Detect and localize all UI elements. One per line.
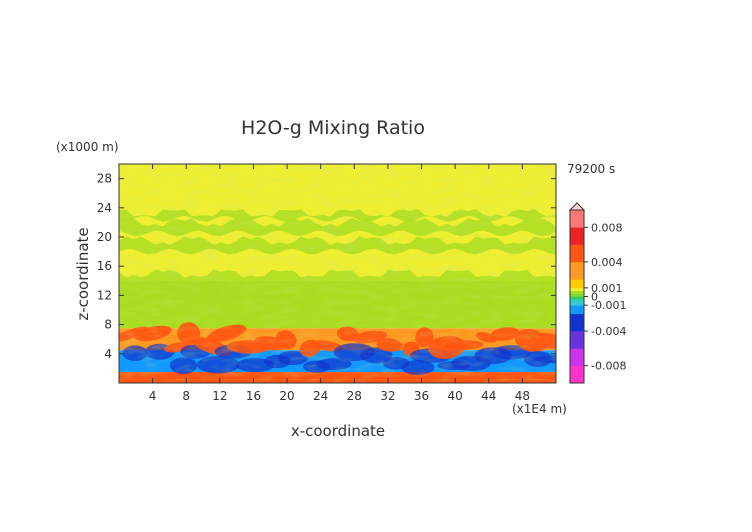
x-tick-label: 12 bbox=[212, 389, 227, 403]
colorbar-arrow bbox=[568, 202, 586, 211]
colorbar-segment bbox=[570, 362, 584, 366]
colorbar-segment bbox=[570, 336, 584, 341]
colorbar-segment bbox=[570, 267, 584, 271]
colorbar-segment bbox=[570, 371, 584, 375]
colorbar-segment bbox=[570, 290, 584, 294]
colorbar-segment bbox=[570, 342, 584, 346]
colorbar-segment bbox=[570, 313, 584, 317]
colorbar-segment bbox=[570, 296, 584, 300]
colorbar-segment bbox=[570, 310, 584, 315]
colorbar-segment bbox=[570, 325, 584, 329]
x-tick-label: 44 bbox=[481, 389, 496, 403]
x-tick-label: 20 bbox=[279, 389, 294, 403]
colorbar-segment bbox=[570, 365, 584, 369]
colorbar-segment bbox=[570, 348, 584, 352]
colorbar-segment bbox=[570, 287, 584, 292]
colorbar-tick-label: 0 bbox=[591, 291, 598, 304]
colorbar-segment bbox=[570, 380, 584, 384]
colorbar-segment bbox=[570, 302, 584, 306]
heatmap-texture bbox=[119, 164, 556, 383]
colorbar-segment bbox=[570, 282, 584, 286]
colorbar-segment bbox=[570, 241, 584, 245]
colorbar-segment bbox=[570, 250, 584, 254]
y-tick-label: 28 bbox=[97, 172, 112, 186]
plot-frame bbox=[118, 163, 557, 384]
colorbar-segment bbox=[570, 233, 584, 237]
x-tick-label: 40 bbox=[448, 389, 463, 403]
colorbar-tick-label: 0.001 bbox=[591, 282, 623, 295]
colorbar-tick-label: -0.001 bbox=[591, 299, 626, 312]
colorbar-segment bbox=[570, 345, 584, 349]
y-tick-label: 12 bbox=[97, 288, 112, 302]
colorbar-segment bbox=[570, 270, 584, 274]
colorbar-segment bbox=[570, 212, 584, 217]
colorbar-segment bbox=[570, 299, 584, 303]
colorbar-segment bbox=[570, 322, 584, 326]
colorbar-segment bbox=[570, 305, 584, 309]
colorbar-segment bbox=[570, 256, 584, 260]
colorbar-segment bbox=[570, 359, 584, 364]
colorbar-segment bbox=[570, 331, 584, 335]
colorbar-segment bbox=[570, 377, 584, 381]
colorbar-segment bbox=[570, 354, 584, 358]
y-tick-label: 4 bbox=[104, 347, 112, 361]
colorbar-tick-label: -0.004 bbox=[591, 325, 626, 338]
colorbar-segment bbox=[570, 259, 584, 263]
colorbar-tick-label: -0.008 bbox=[591, 360, 626, 373]
colorbar-segment bbox=[570, 351, 584, 355]
y-tick-label: 20 bbox=[97, 230, 112, 244]
x-tick-label: 4 bbox=[149, 389, 157, 403]
colorbar-segment bbox=[570, 247, 584, 251]
x-tick-label: 24 bbox=[313, 389, 328, 403]
colorbar-segment bbox=[570, 235, 584, 240]
colorbar-segment bbox=[570, 276, 584, 280]
colorbar-tick-label: 0.008 bbox=[591, 221, 623, 234]
colorbar-tick-label: 0.004 bbox=[591, 256, 623, 269]
colorbar-segment bbox=[570, 253, 584, 257]
colorbar-segment bbox=[570, 210, 584, 214]
colorbar-segment bbox=[570, 328, 584, 332]
y-tick-label: 8 bbox=[104, 318, 112, 332]
colorbar-segment bbox=[570, 215, 584, 219]
colorbar-segment bbox=[570, 339, 584, 343]
colorbar-segment bbox=[570, 227, 584, 231]
y-unit-label: (x1000 m) bbox=[56, 140, 119, 154]
colorbar-segment bbox=[570, 308, 584, 312]
x-tick-label: 8 bbox=[182, 389, 190, 403]
colorbar-segment bbox=[570, 357, 584, 361]
colorbar-segment bbox=[570, 316, 584, 320]
chart-title: H2O-g Mixing Ratio bbox=[241, 117, 425, 139]
x-unit-label: (x1E4 m) bbox=[512, 402, 567, 416]
colorbar-segment bbox=[570, 221, 584, 225]
x-tick-label: 16 bbox=[246, 389, 261, 403]
plot-area bbox=[119, 164, 556, 383]
x-tick-label: 28 bbox=[347, 389, 362, 403]
colorbar-segment bbox=[570, 218, 584, 222]
colorbar-segment bbox=[570, 293, 584, 297]
colorbar-segment bbox=[570, 368, 584, 372]
colorbar-segment bbox=[570, 333, 584, 338]
colorbar-segment bbox=[570, 244, 584, 248]
colorbar-segment bbox=[570, 284, 584, 289]
x-axis-label: x-coordinate bbox=[291, 422, 385, 440]
colorbar-segment bbox=[570, 261, 584, 266]
y-axis-label: z-coordinate bbox=[74, 227, 92, 320]
x-tick-label: 48 bbox=[515, 389, 530, 403]
colorbar-segment bbox=[570, 279, 584, 283]
colorbar-segment bbox=[570, 264, 584, 268]
colorbar-segment bbox=[570, 230, 584, 234]
y-tick-label: 16 bbox=[97, 259, 112, 273]
y-tick-label: 24 bbox=[97, 201, 112, 215]
colorbar-segment bbox=[570, 273, 584, 277]
colorbar-segment bbox=[570, 224, 584, 228]
colorbar-segment bbox=[570, 374, 584, 378]
x-tick-label: 36 bbox=[414, 389, 429, 403]
colorbar-segment bbox=[570, 319, 584, 323]
colorbar-segment bbox=[570, 238, 584, 243]
time-label: 79200 s bbox=[567, 162, 615, 176]
x-tick-label: 32 bbox=[380, 389, 395, 403]
